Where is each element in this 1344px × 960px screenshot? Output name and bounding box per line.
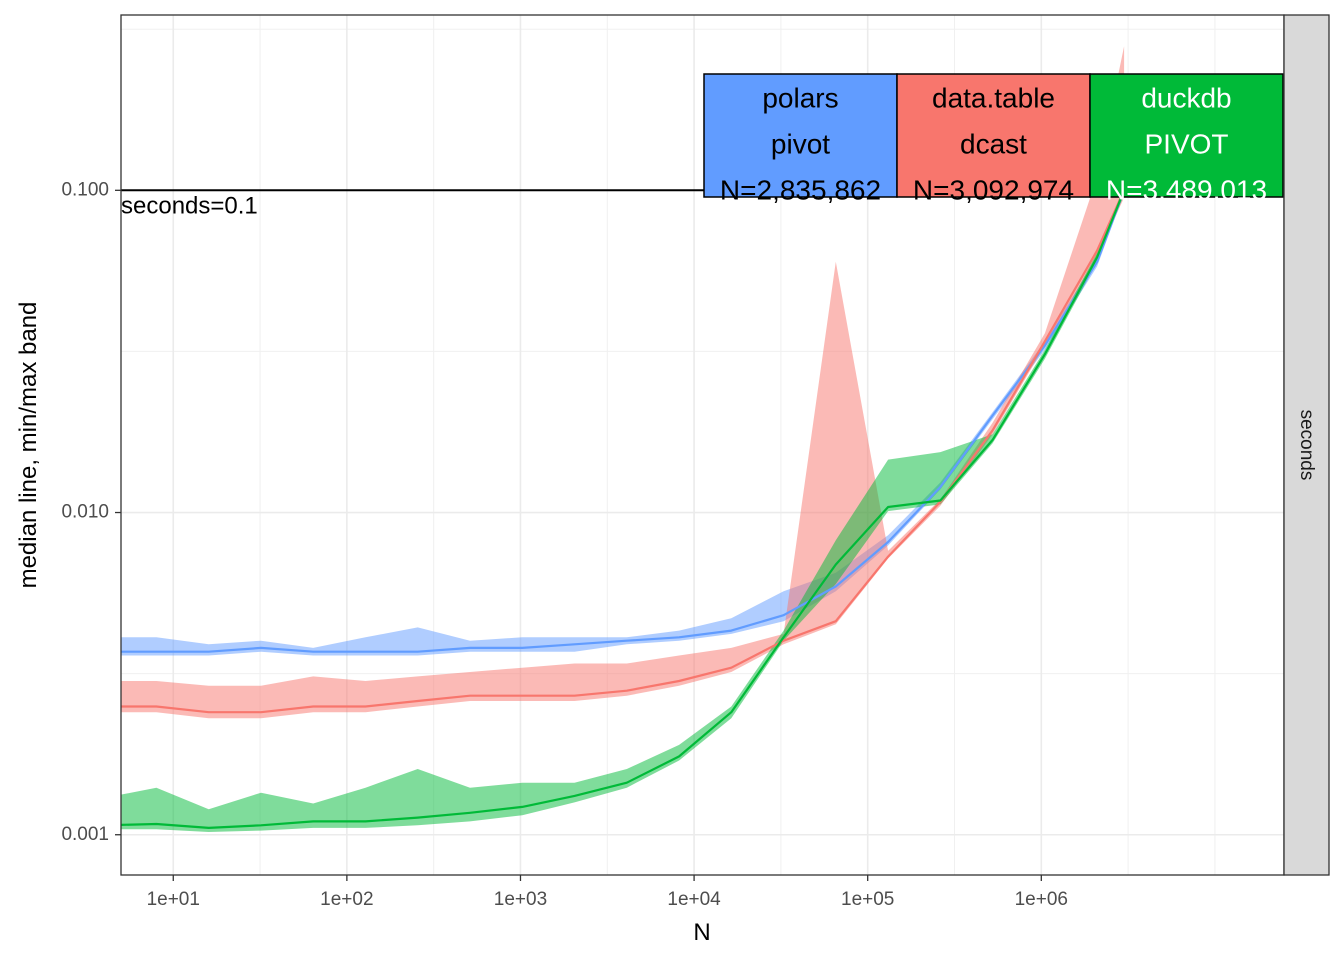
y-axis-title: median line, min/max band: [15, 302, 42, 589]
label-text-2-0: duckdb: [1141, 82, 1231, 113]
label-text-1-1: dcast: [960, 128, 1027, 159]
median-line-2: [121, 189, 1126, 829]
label-box-1: [896, 73, 1091, 198]
label-text-2-1: PIVOT: [1144, 128, 1228, 159]
label-box-0: [703, 73, 898, 198]
label-text-1-2: N=3,092,974: [913, 174, 1074, 205]
median-line-1: [121, 189, 1126, 714]
y-tick-label: 0.010: [61, 502, 109, 523]
facet-strip-label: seconds: [1296, 410, 1317, 481]
x-tick-label: 1e+01: [147, 889, 200, 910]
x-tick-label: 1e+03: [494, 889, 547, 910]
x-tick-label: 1e+02: [320, 889, 373, 910]
label-text-0-2: N=2,835,862: [720, 174, 881, 205]
plot-area: seconds=0.1 polars pivot N=2,835,862 data.ta…: [61, 14, 1285, 910]
y-tick-label: 0.001: [61, 824, 109, 845]
reference-line-label: seconds=0.1: [121, 192, 258, 219]
label-text-0-0: polars: [762, 82, 838, 113]
facet-strip-background: [1283, 14, 1330, 876]
facet-strip: seconds: [1283, 14, 1330, 876]
median-line-0: [121, 189, 1126, 653]
x-tick-label: 1e+05: [841, 889, 894, 910]
x-axis-title: N: [693, 919, 710, 946]
label-text-1-0: data.table: [932, 82, 1055, 113]
label-text-0-1: pivot: [771, 128, 830, 159]
label-text-2-2: N=3,489,013: [1106, 174, 1267, 205]
x-tick-label: 1e+04: [667, 889, 721, 910]
axes: 1e+01 1e+02 1e+03 1e+04 1e+05 1e+06 0.001 0.010…: [61, 179, 1068, 910]
x-tick-label: 1e+06: [1015, 889, 1068, 910]
series-layer: [121, 46, 1126, 832]
label-box-2: [1089, 73, 1284, 198]
band-1: [121, 46, 1125, 719]
y-tick-label: 0.100: [61, 179, 109, 200]
